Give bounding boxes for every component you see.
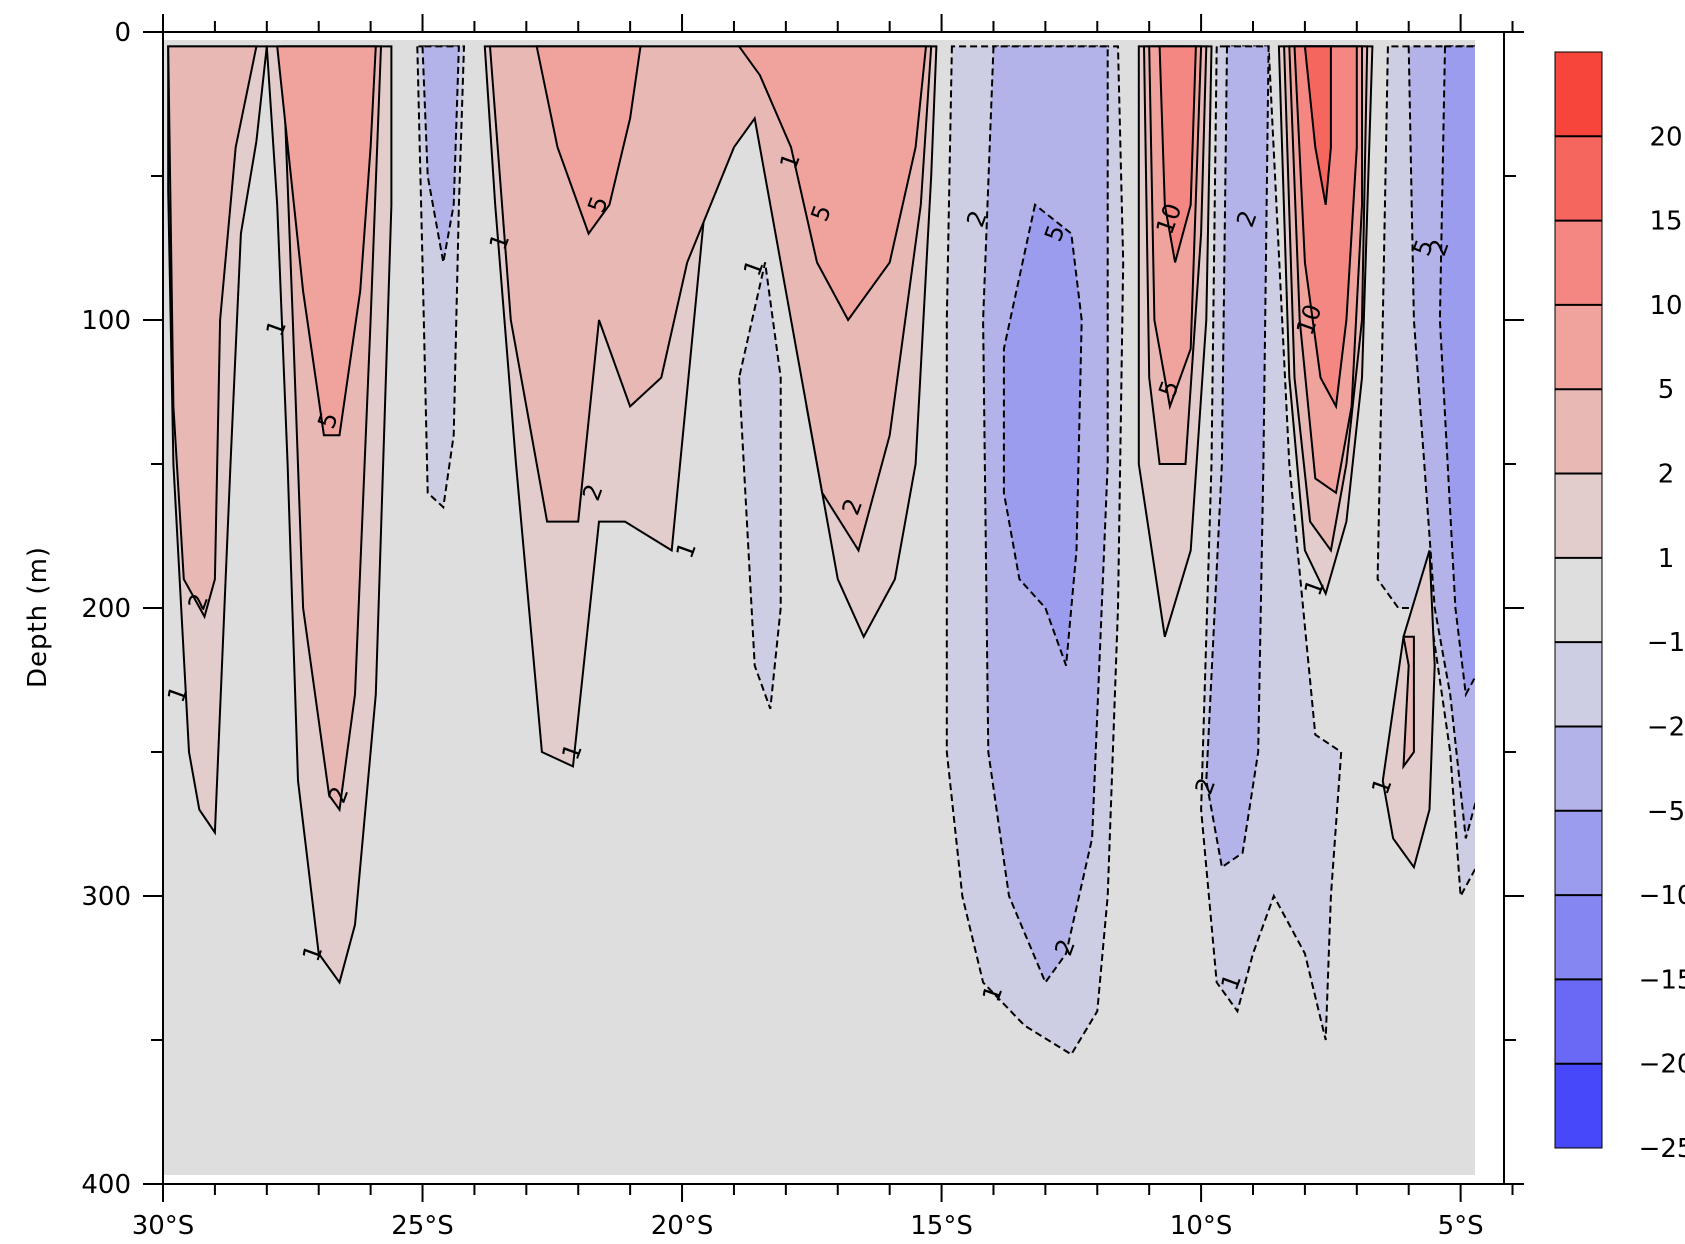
contour-region — [737, 45, 928, 322]
y-tick-label: 100 — [81, 306, 131, 336]
x-axis: 30°S 25°S 20°S 15°S 10°S 5°S — [132, 14, 1514, 1241]
y-axis-title: Depth (m) — [23, 546, 53, 688]
contour-region — [1293, 45, 1358, 410]
colorbar-swatch — [1555, 895, 1602, 980]
colorbar-swatch — [1555, 557, 1602, 643]
colorbar-label: 10 — [1649, 291, 1682, 321]
colorbar-swatch — [1555, 52, 1602, 137]
contour-region — [167, 45, 258, 620]
colorbar-label: 2 — [1658, 460, 1675, 490]
y-tick-label: 0 — [114, 18, 131, 48]
x-tick-label: 10°S — [1170, 1211, 1233, 1241]
colorbar-label: 15 — [1649, 207, 1682, 237]
y-tick-label: 200 — [81, 594, 131, 624]
contour-region — [1303, 45, 1332, 205]
colorbar-label: −20 — [1639, 1050, 1685, 1080]
colorbar-frame — [1554, 51, 1603, 1149]
contour-region — [421, 45, 460, 263]
colorbar-label: −1 — [1647, 628, 1685, 658]
y-tick-label: 300 — [81, 882, 131, 912]
colorbar-label: −15 — [1639, 965, 1685, 995]
colorbar: 20 15 10 5 2 1 −1 −2 −5 −10 −15 −20 −25 — [1554, 51, 1685, 1164]
colorbar-swatch — [1555, 726, 1602, 811]
contour-region — [1158, 45, 1197, 263]
colorbar-label: −25 — [1639, 1134, 1685, 1164]
contour-region — [535, 45, 642, 236]
x-tick-label: 30°S — [132, 1211, 195, 1241]
contour-region — [1002, 203, 1083, 666]
colorbar-swatch — [1555, 304, 1602, 390]
colorbar-label: 20 — [1649, 122, 1682, 152]
x-tick-label: 15°S — [910, 1211, 973, 1241]
colorbar-swatch — [1555, 979, 1602, 1064]
colorbar-swatch — [1555, 642, 1602, 727]
colorbar-label: −10 — [1639, 881, 1685, 911]
colorbar-swatch — [1555, 810, 1602, 896]
x-tick-label: 25°S — [391, 1211, 454, 1241]
y-tick-label: 400 — [81, 1170, 131, 1200]
contour-region — [1402, 635, 1415, 770]
colorbar-swatch — [1555, 1063, 1602, 1148]
colorbar-swatch — [1555, 136, 1602, 221]
colorbar-swatch — [1555, 473, 1602, 558]
contour-region — [276, 45, 377, 437]
contour-regions — [167, 45, 1475, 1056]
x-tick-label: 20°S — [651, 1211, 714, 1241]
contour-region — [1205, 45, 1270, 869]
contour-region — [1438, 45, 1475, 698]
x-tick-label: 5°S — [1438, 1211, 1484, 1241]
colorbar-label: 1 — [1658, 544, 1675, 574]
colorbar-label: −2 — [1647, 712, 1685, 742]
colorbar-swatch — [1555, 389, 1602, 474]
colorbar-swatch — [1555, 220, 1602, 305]
colorbar-label: 5 — [1658, 375, 1675, 405]
y-axis: 0 100 200 300 400 — [81, 18, 1524, 1200]
contour-region — [738, 262, 782, 710]
colorbar-label: −5 — [1647, 797, 1685, 827]
